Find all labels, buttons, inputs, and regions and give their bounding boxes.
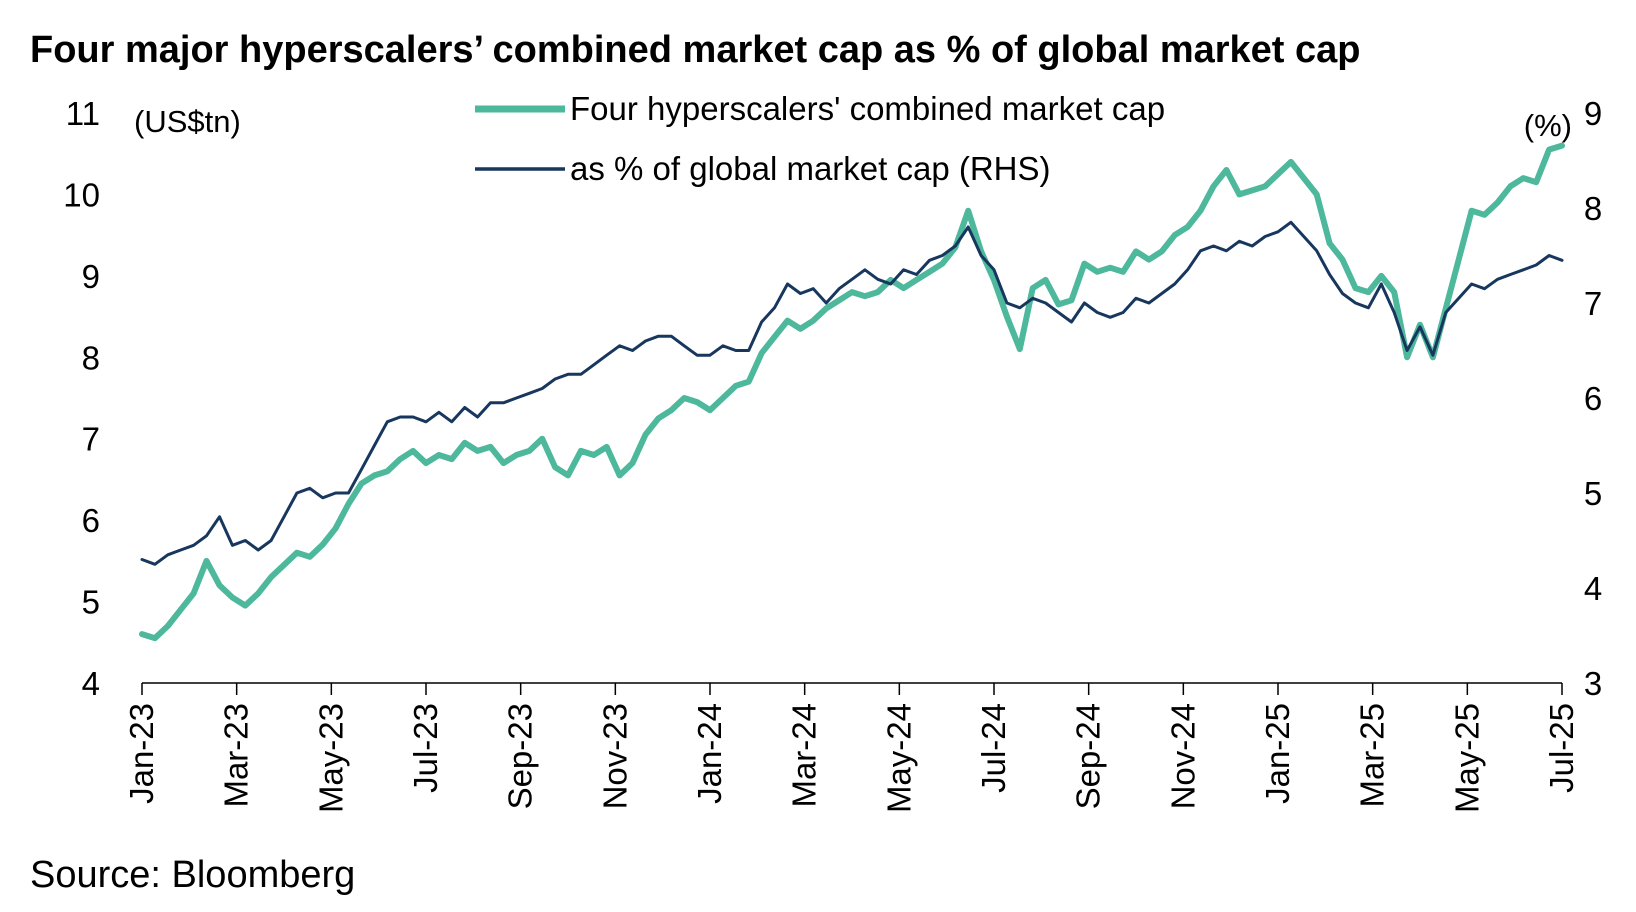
right-axis-unit: (%) [1524, 108, 1572, 143]
x-tick-label: Jul-25 [1543, 703, 1580, 793]
x-tick-label: Jan-23 [123, 703, 160, 804]
x-tick-label: Mar-24 [786, 703, 823, 808]
right-tick-label: 5 [1584, 475, 1602, 512]
axes: 4 5 6 7 8 9 10 11 3 4 5 6 7 8 9 Jan-23 Mar-23 May-23 Jul-2… [63, 95, 1602, 813]
chart-title: Four major hyperscalers’ combined market… [30, 29, 1360, 71]
left-tick-label: 5 [82, 584, 100, 621]
right-tick-label: 3 [1584, 665, 1602, 702]
x-tick-label: May-24 [880, 703, 917, 813]
x-tick-label: Sep-24 [1070, 703, 1107, 809]
x-tick-label: May-25 [1448, 703, 1485, 813]
left-tick-label: 10 [63, 176, 100, 213]
x-tick-label: Nov-23 [596, 703, 633, 809]
x-tick-label: Jan-25 [1259, 703, 1296, 804]
x-tick-label: Sep-23 [502, 703, 539, 809]
left-axis-unit: (US$tn) [134, 104, 241, 139]
series-line-share [140, 220, 1564, 566]
left-tick-label: 9 [82, 258, 100, 295]
x-tick-label: Jul-23 [407, 703, 444, 793]
x-tick-label: May-23 [312, 703, 349, 813]
x-tick-label: Mar-23 [218, 703, 255, 808]
series-line-market-cap [139, 142, 1565, 642]
legend-label-share: as % of global market cap (RHS) [570, 150, 1051, 187]
right-tick-label: 6 [1584, 380, 1602, 417]
left-tick-label: 8 [82, 339, 100, 376]
right-tick-label: 7 [1584, 285, 1602, 322]
left-tick-label: 6 [82, 502, 100, 539]
series-layer [139, 142, 1565, 642]
right-tick-label: 9 [1584, 95, 1602, 132]
left-tick-label: 4 [82, 665, 100, 702]
legend-label-market-cap: Four hyperscalers' combined market cap [570, 90, 1165, 127]
x-tick-label: Nov-24 [1164, 703, 1201, 809]
right-tick-label: 8 [1584, 190, 1602, 227]
x-tick-label: Jul-24 [975, 703, 1012, 793]
left-tick-label: 7 [82, 421, 100, 458]
right-tick-label: 4 [1584, 570, 1602, 607]
source-note: Source: Bloomberg [30, 854, 355, 896]
left-tick-label: 11 [66, 95, 100, 132]
x-tick-label: Mar-25 [1354, 703, 1391, 808]
x-tick-label: Jan-24 [691, 703, 728, 804]
legend: Four hyperscalers' combined market cap a… [475, 90, 1165, 187]
